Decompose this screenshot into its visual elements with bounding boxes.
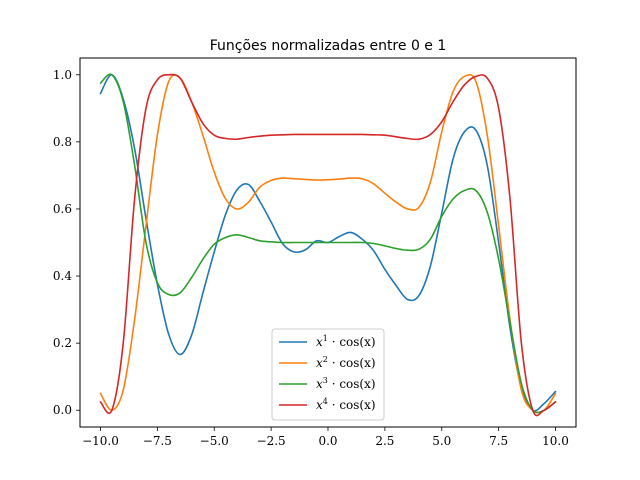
y-tick-label: 0.4 [53,269,72,283]
legend-label-x1: x1 · cos(x) [316,334,376,349]
x-tick-label: 5.0 [432,434,451,448]
x-tick-label: 7.5 [489,434,508,448]
series-line-x3 [99,73,557,414]
y-tick-label: 0.2 [53,336,72,350]
y-tick-label: 0.6 [53,202,72,216]
y-tick-label: 0.0 [53,403,72,417]
legend-label-x2: x2 · cos(x) [316,355,376,370]
series-line-x2 [99,73,557,414]
legend-entries: x1 · cos(x) x2 · cos(x) x3 · cos(x) x4 · co… [279,334,376,412]
x-tick-label: −2.5 [257,434,286,448]
x-tick-label: −7.5 [143,434,172,448]
x-tick-label: −10.0 [82,434,119,448]
x-tick-label: −5.0 [200,434,229,448]
legend-label-x3: x3 · cos(x) [316,376,376,391]
chart-title: Funções normalizadas entre 0 e 1 [210,38,447,54]
y-tick-label: 0.8 [53,135,72,149]
legend: x1 · cos(x) x2 · cos(x) x3 · cos(x) x4 · co… [271,328,385,421]
x-tick-label: 10.0 [542,434,569,448]
y-tick-label: 1.0 [53,68,72,82]
y-axis: 0.0 0.2 0.4 0.6 0.8 1.0 [53,68,80,417]
x-tick-label: 2.5 [375,434,394,448]
series-layer [99,73,557,417]
plot-area: −10.0 −7.5 −5.0 −2.5 0.0 2.5 5.0 7.5 10.0 0.0 0.2… [53,57,577,448]
legend-label-x4: x4 · cos(x) [316,397,376,412]
series-line-x4 [99,73,557,417]
legend-box [271,328,385,421]
x-axis: −10.0 −7.5 −5.0 −2.5 0.0 2.5 5.0 7.5 10.0 [82,427,569,448]
x-tick-label: 0.0 [318,434,337,448]
